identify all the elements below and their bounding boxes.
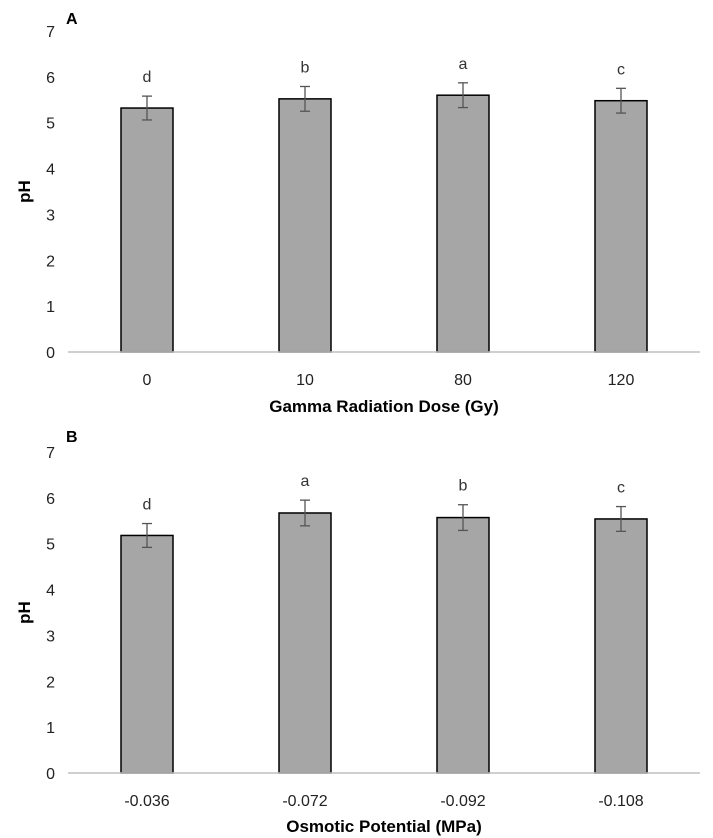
panel-b-y-tick-label: 3: [46, 628, 55, 645]
panel-a-bar: [594, 99, 648, 353]
panel-b-x-tick-label: -0.108: [598, 793, 643, 810]
panel-a-x-tick-label: 120: [608, 372, 635, 389]
panel-a-y-tick-label: 0: [46, 345, 55, 362]
panel-b-x-tick-label: -0.036: [124, 793, 169, 810]
panel-b-x-axis-title: Osmotic Potential (MPa): [286, 817, 482, 836]
panel-b-bar: [278, 512, 332, 774]
panel-a-y-tick-label: 5: [46, 116, 55, 133]
panel-b-bar: [594, 518, 648, 774]
panel-a-y-tick-label: 4: [46, 162, 55, 179]
panel-b-y-tick-label: 2: [46, 674, 55, 691]
panel-a-x-tick-label: 0: [143, 372, 152, 389]
panel-b-significance-letter: a: [301, 473, 310, 490]
panel-a-x-tick-label: 80: [454, 372, 472, 389]
panel-a-chart: A 0 1 2 3 4 5 6 7 pH d 0 b 10 a 80 c 120 Gamma Radiation D…: [15, 11, 700, 416]
panel-a-significance-letter: d: [143, 69, 152, 86]
panel-b-y-tick-label: 7: [46, 445, 55, 462]
panel-b-chart: B 0 1 2 3 4 5 6 7 pH d -0.036 a -0.072 b -0.092 c -0.108 O…: [15, 429, 700, 836]
panel-b-bar: [120, 534, 174, 774]
panel-a-y-tick-label: 2: [46, 253, 55, 270]
panel-a-bar: [120, 107, 174, 353]
panel-a-y-tick-label: 7: [46, 24, 55, 41]
panel-a-significance-letter: a: [459, 56, 468, 73]
panel-b-y-tick-label: 0: [46, 766, 55, 783]
panel-b-significance-letter: c: [617, 480, 625, 497]
panel-a-y-axis-title: pH: [15, 180, 34, 203]
panel-b-label: B: [66, 429, 78, 446]
panel-b-y-tick-label: 5: [46, 537, 55, 554]
panel-a-bar: [278, 98, 332, 353]
panel-b-y-tick-label: 6: [46, 491, 55, 508]
panel-a-significance-letter: c: [617, 61, 625, 78]
panel-b-x-tick-label: -0.092: [440, 793, 485, 810]
panel-a-label: A: [66, 11, 78, 28]
panel-b-significance-letter: d: [143, 497, 152, 514]
panel-a-significance-letter: b: [301, 59, 310, 76]
panel-b-x-tick-label: -0.072: [282, 793, 327, 810]
panel-a-x-tick-label: 10: [296, 372, 314, 389]
panel-a-y-tick-label: 1: [46, 299, 55, 316]
panel-a-bar: [436, 94, 490, 353]
panel-b-significance-letter: b: [459, 478, 468, 495]
panel-b-bar: [436, 516, 490, 774]
panel-a-y-tick-label: 3: [46, 207, 55, 224]
panel-a-x-axis-title: Gamma Radiation Dose (Gy): [269, 397, 499, 416]
panel-b-y-tick-label: 4: [46, 583, 55, 600]
panel-b-y-axis-title: pH: [15, 601, 34, 624]
panel-a-y-tick-label: 6: [46, 70, 55, 87]
panel-b-y-tick-label: 1: [46, 720, 55, 737]
